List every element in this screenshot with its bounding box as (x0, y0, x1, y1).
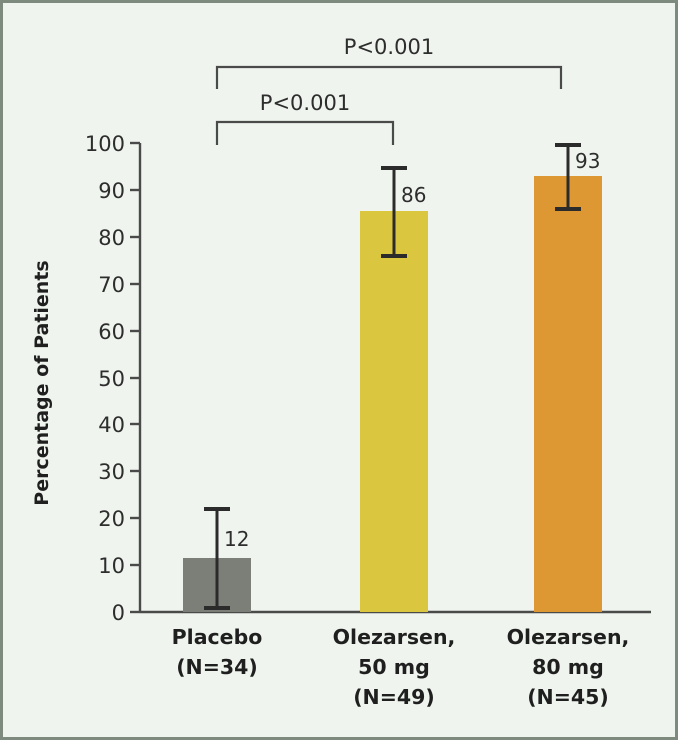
category-label-olezarsen-80-line2: 80 mg (532, 655, 604, 679)
category-label-olezarsen-80-line1: Olezarsen, (507, 625, 630, 649)
significance-bracket-inner: P<0.001 (215, 91, 395, 145)
bar-olezarsen-80 (534, 176, 602, 612)
y-tick-label-40: 40 (98, 413, 125, 437)
value-label-placebo: 12 (224, 527, 249, 551)
value-label-olezarsen-50: 86 (401, 183, 426, 207)
x-axis-labels: Placebo (N=34) Olezarsen, 50 mg (N=49) O… (172, 625, 630, 709)
y-tick-label-80: 80 (98, 226, 125, 250)
y-tick-label-60: 60 (98, 320, 125, 344)
category-label-olezarsen-50-line3: (N=49) (353, 685, 435, 709)
bracket-path-inner (215, 120, 395, 145)
category-label-olezarsen-80-line3: (N=45) (527, 685, 609, 709)
value-label-olezarsen-80: 93 (575, 149, 600, 173)
y-axis-title: Percentage of Patients (31, 260, 53, 505)
pvalue-label-outer: P<0.001 (344, 35, 434, 59)
bar-chart: 100 90 80 70 60 50 40 30 20 10 0 Percent… (31, 35, 651, 709)
y-tick-label-20: 20 (98, 507, 125, 531)
y-axis: 100 90 80 70 60 50 40 30 20 10 0 (85, 132, 142, 625)
bar-olezarsen-50 (360, 211, 428, 612)
category-label-olezarsen-50-line2: 50 mg (358, 655, 430, 679)
bar-group-olezarsen-50: 86 (360, 166, 428, 612)
y-tick-label-30: 30 (98, 460, 125, 484)
y-tick-label-90: 90 (98, 179, 125, 203)
bar-group-placebo: 12 (183, 507, 251, 612)
significance-bracket-outer: P<0.001 (215, 35, 563, 89)
y-tick-label-50: 50 (98, 367, 125, 391)
category-label-placebo-line2: (N=34) (176, 655, 258, 679)
y-tick-label-10: 10 (98, 554, 125, 578)
y-tick-label-70: 70 (98, 273, 125, 297)
category-label-olezarsen-50-line1: Olezarsen, (333, 625, 456, 649)
bar-group-olezarsen-80: 93 (534, 143, 602, 612)
pvalue-label-inner: P<0.001 (260, 91, 350, 115)
y-tick-label-0: 0 (112, 601, 125, 625)
category-label-placebo-line1: Placebo (172, 625, 263, 649)
bracket-path-outer (215, 65, 563, 89)
y-tick-label-100: 100 (85, 132, 125, 156)
